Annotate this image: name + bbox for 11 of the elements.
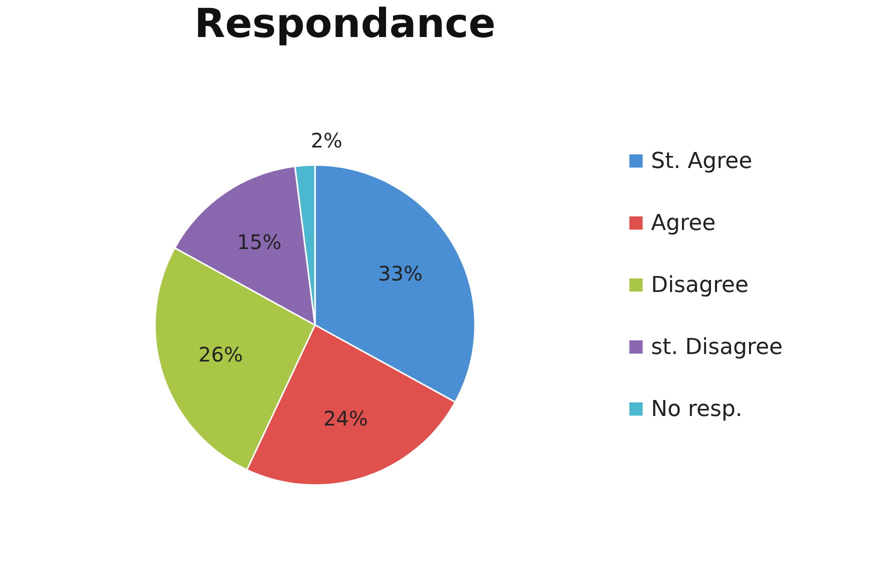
legend-label: st. Disagree xyxy=(651,335,783,360)
legend-label: St. Agree xyxy=(651,149,752,174)
data-label: 2% xyxy=(310,128,342,152)
legend-label: Disagree xyxy=(651,273,749,298)
data-label: 33% xyxy=(378,262,423,286)
chart-title: Respondance xyxy=(194,1,496,47)
data-label: 15% xyxy=(237,230,282,254)
legend-label: No resp. xyxy=(651,397,742,422)
data-label: 26% xyxy=(198,342,243,367)
legend-label: Agree xyxy=(651,211,716,236)
data-label: 24% xyxy=(323,406,368,430)
